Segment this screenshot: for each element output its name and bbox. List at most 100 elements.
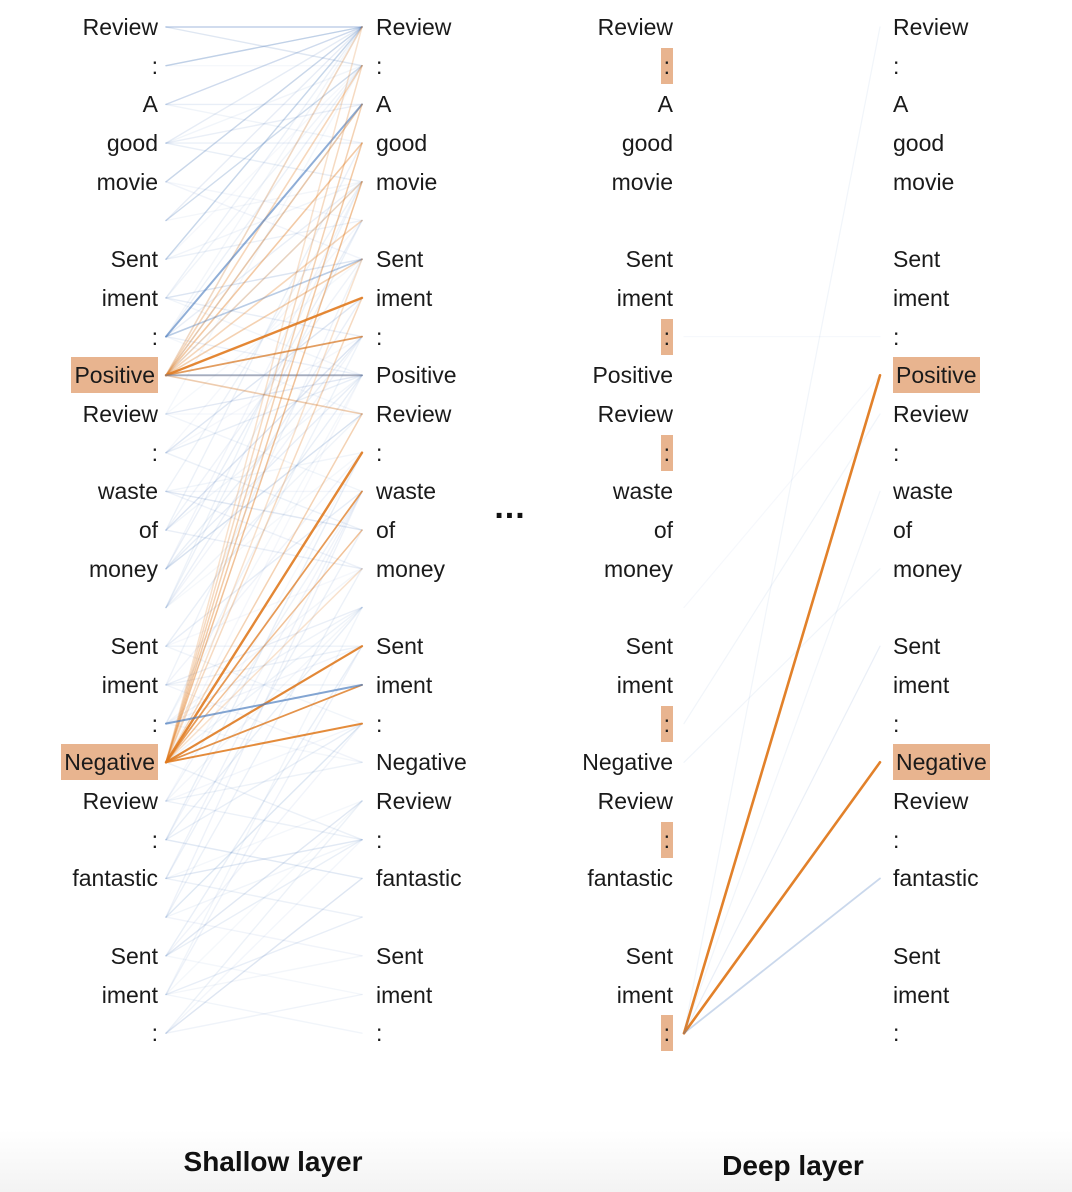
shallow-faint-line xyxy=(165,722,363,918)
shallow-negative-line xyxy=(165,568,363,764)
shallow-faint-line xyxy=(165,800,363,957)
deep-target-token-26: : xyxy=(893,1020,900,1047)
shallow-faint-line xyxy=(165,181,363,222)
shallow-target-token-7: iment xyxy=(376,284,433,311)
shallow-faint-line xyxy=(165,452,363,493)
shallow-source-token-21: : xyxy=(151,826,158,853)
shallow-faint-line xyxy=(165,452,363,686)
deep-faint-line xyxy=(683,645,881,1034)
shallow-faint-line xyxy=(165,993,363,1034)
shallow-faint-line xyxy=(165,64,363,222)
shallow-faint-line xyxy=(165,568,363,725)
deep-target-token-3: good xyxy=(893,130,945,157)
deep-target-token-9: Positive xyxy=(893,357,980,394)
shallow-faint-line xyxy=(165,413,363,570)
shallow-faint-line xyxy=(165,800,363,880)
shallow-target-token-9: Positive xyxy=(376,362,457,389)
deep-source-token-25: iment xyxy=(616,981,673,1008)
shallow-faint-line xyxy=(165,258,363,531)
shallow-faint-line xyxy=(165,606,363,725)
deep-source-token-2: A xyxy=(657,91,673,118)
shallow-faint-line xyxy=(165,800,363,957)
shallow-faint-line xyxy=(165,374,363,725)
shallow-negative-line xyxy=(165,142,363,764)
shallow-source-token-14: money xyxy=(88,555,158,582)
deep-target-token-7: iment xyxy=(893,284,950,311)
shallow-positive-line xyxy=(165,181,363,377)
deep-attention-positive xyxy=(682,373,882,1035)
deep-attention-fantastic xyxy=(683,877,881,1035)
deep-target-token-6: Sent xyxy=(893,246,941,273)
shallow-faint-line xyxy=(165,374,363,415)
shallow-faint-line xyxy=(165,490,363,531)
shallow-negative-line xyxy=(165,490,363,764)
deep-faint-line xyxy=(683,490,881,1034)
deep-target-token-17: iment xyxy=(893,671,950,698)
shallow-faint-line xyxy=(165,839,363,957)
shallow-faint-line xyxy=(165,103,363,144)
shallow-source-token-20: Review xyxy=(82,788,158,814)
shallow-faint-line xyxy=(165,297,363,454)
shallow-faint-line xyxy=(165,181,363,609)
shallow-faint-line xyxy=(165,993,363,1034)
shallow-faint-line xyxy=(165,761,363,841)
deep-source-token-18: : xyxy=(660,705,673,742)
shallow-target-token-4: movie xyxy=(376,168,438,195)
shallow-faint-line xyxy=(165,413,363,570)
deep-target-token-16: Sent xyxy=(893,633,941,660)
shallow-target-token-3: good xyxy=(376,130,428,157)
shallow-faint-line xyxy=(165,64,363,338)
shallow-faint-line xyxy=(165,26,363,183)
shallow-faint-line xyxy=(165,219,363,260)
shallow-faint-line xyxy=(165,800,363,996)
shallow-target-token-12: waste xyxy=(376,478,437,505)
shallow-faint-line xyxy=(165,258,363,299)
shallow-faint-line xyxy=(165,645,363,996)
shallow-faint-line xyxy=(165,490,363,841)
deep-layer-title: Deep layer xyxy=(722,1150,864,1181)
shallow-faint-line xyxy=(165,26,363,106)
deep-faint-line xyxy=(683,568,881,763)
shallow-source-token-24: Sent xyxy=(110,942,158,969)
shallow-faint-line xyxy=(165,26,363,67)
deep-source-token-16: Sent xyxy=(625,633,673,660)
shallow-faint-line xyxy=(165,877,363,918)
shallow-source-token-13: of xyxy=(138,517,158,544)
deep-source-token-14: money xyxy=(603,555,673,582)
shallow-positive-line xyxy=(165,219,363,377)
deep-source-token-10: Review xyxy=(597,401,673,427)
shallow-faint-line xyxy=(165,26,363,260)
deep-source-token-24: Sent xyxy=(625,942,673,969)
shallow-faint-line xyxy=(165,877,363,1034)
shallow-target-token-11: : xyxy=(376,439,383,466)
shallow-faint-line xyxy=(165,490,363,880)
shallow-faint-line xyxy=(165,26,363,67)
shallow-faint-line xyxy=(165,64,363,415)
shallow-source-token-25: iment xyxy=(101,981,158,1008)
shallow-faint-line xyxy=(165,64,363,222)
shallow-faint-line xyxy=(165,761,363,802)
shallow-positive-line xyxy=(165,258,363,377)
shallow-faint-line xyxy=(165,335,363,531)
shallow-faint-line xyxy=(165,26,363,67)
shallow-positive-line-strong xyxy=(164,296,364,377)
shallow-target-token-21: : xyxy=(376,826,383,853)
shallow-faint-line xyxy=(165,374,363,454)
shallow-source-token-4: movie xyxy=(96,168,158,195)
deep-faint-line xyxy=(683,374,881,609)
shallow-colon-line-blue xyxy=(165,103,363,338)
shallow-faint-line xyxy=(165,103,363,376)
shallow-faint-line xyxy=(165,606,363,763)
shallow-faint-line xyxy=(165,297,363,338)
shallow-source-token-11: : xyxy=(151,439,158,466)
shallow-faint-line xyxy=(165,722,363,918)
shallow-target-token-26: : xyxy=(376,1020,383,1047)
layers-ellipsis: ... xyxy=(494,488,526,526)
deep-source-token-6: Sent xyxy=(625,246,673,273)
shallow-faint-line xyxy=(165,800,363,841)
shallow-positive-line xyxy=(165,142,363,377)
shallow-faint-line xyxy=(165,374,363,570)
shallow-faint-line xyxy=(165,335,363,725)
deep-source-token-19: Negative xyxy=(582,749,673,776)
